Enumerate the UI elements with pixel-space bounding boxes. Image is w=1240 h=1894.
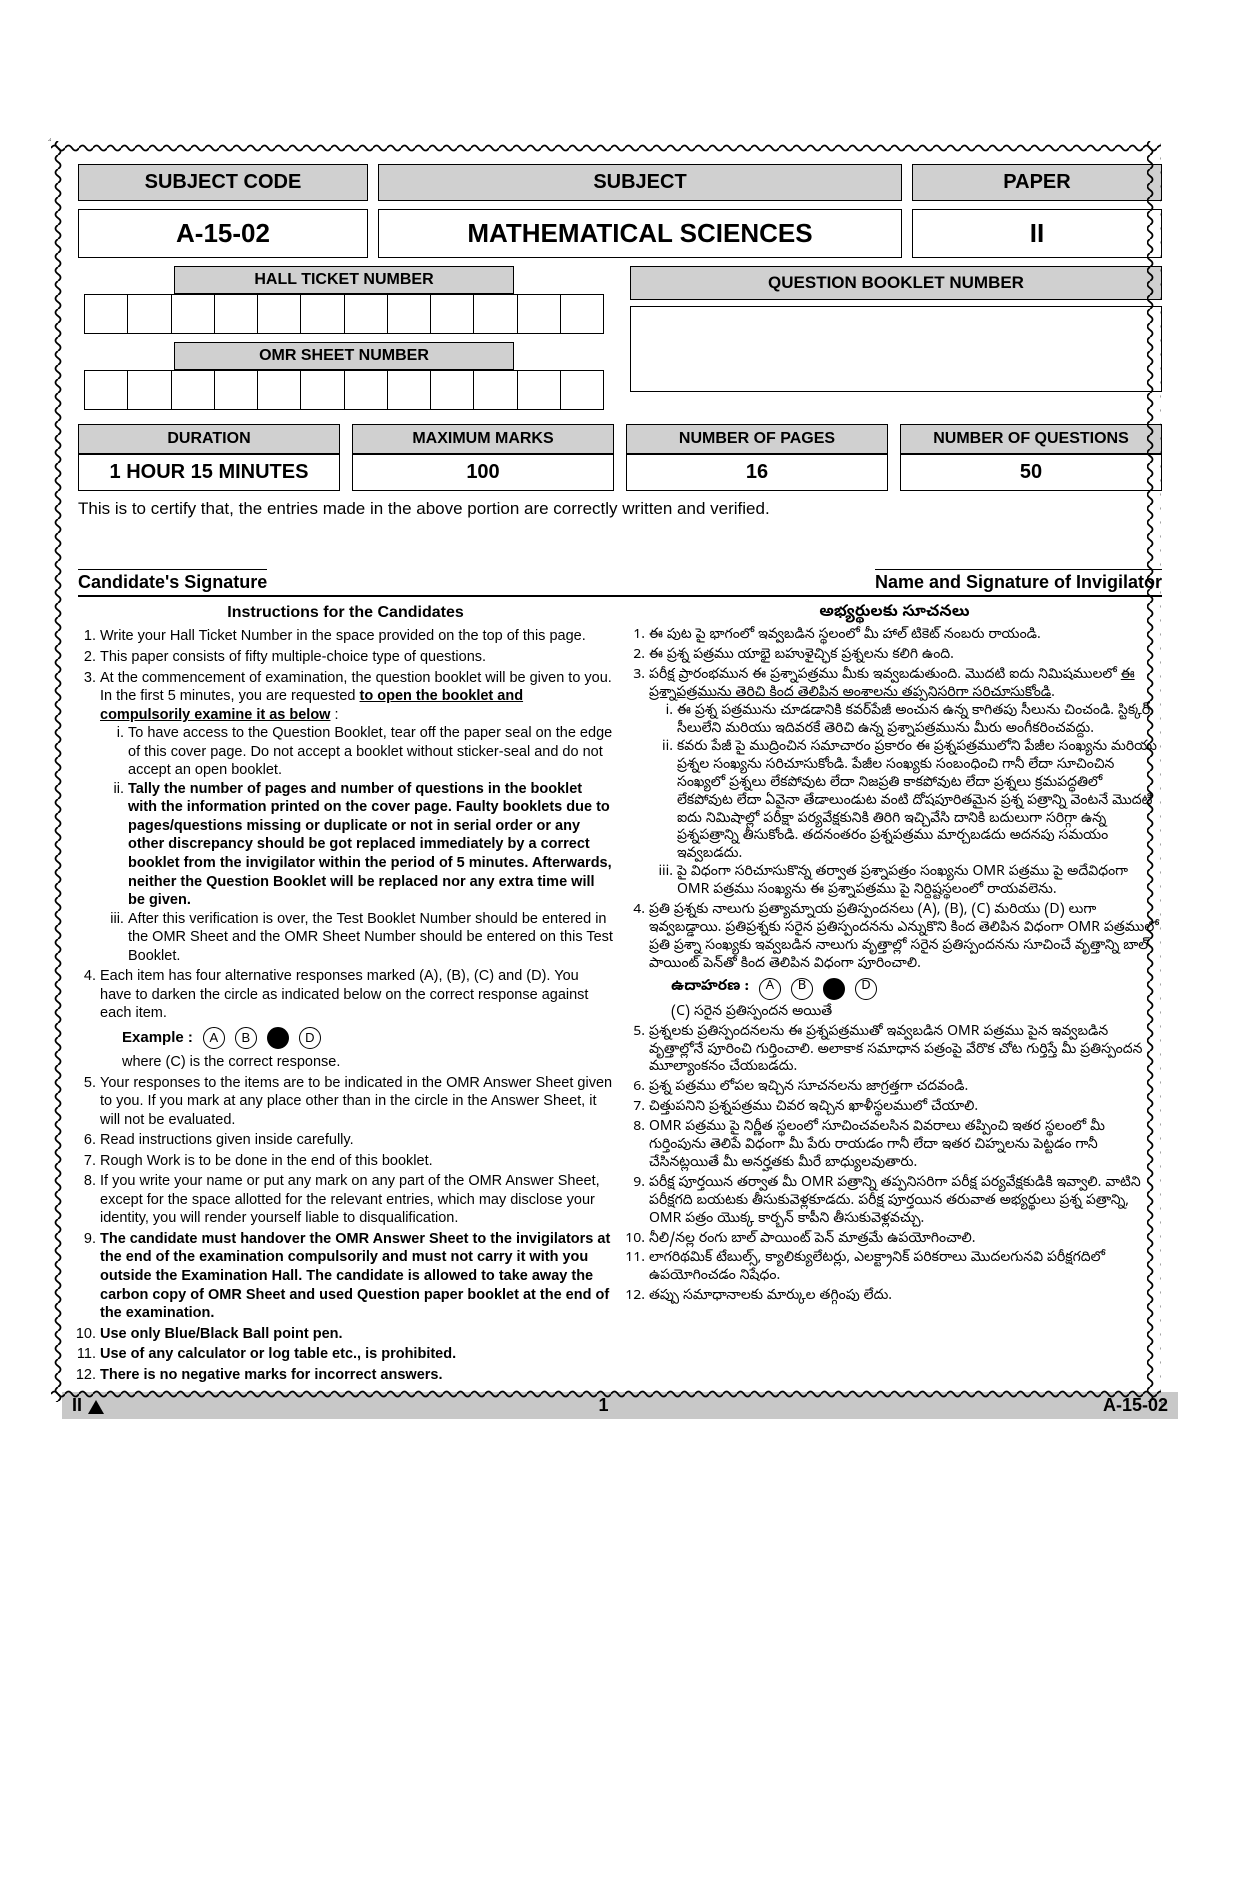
triangle-icon	[88, 1400, 104, 1414]
header-values-row: A-15-02 MATHEMATICAL SCIENCES II	[78, 209, 1162, 258]
en-item-3ii: Tally the number of pages and number of …	[128, 780, 613, 910]
signature-row: Candidate's Signature Name and Signature…	[78, 569, 1162, 597]
en-item-3iii: After this verification is over, the Tes…	[128, 910, 613, 966]
stats-row: DURATION 1 HOUR 15 MINUTES MAXIMUM MARKS…	[78, 424, 1162, 491]
en-item-4: Each item has four alternative responses…	[100, 967, 613, 1071]
en-item-1: Write your Hall Ticket Number in the spa…	[100, 627, 613, 646]
en-item-11: Use of any calculator or log table etc.,…	[100, 1345, 613, 1364]
te-item-5: ప్రశ్నలకు ప్రతిస్పందనలను ఈ ప్రశ్నపత్రముత…	[649, 1024, 1162, 1078]
te-item-1: ఈ పుట పై భాగంలో ఇవ్వబడిన స్థలంలో మీ హాల్…	[649, 627, 1162, 645]
en-item-6: Read instructions given inside carefully…	[100, 1131, 613, 1150]
exam-cover-page: SUBJECT CODE SUBJECT PAPER A-15-02 MATHE…	[50, 140, 1190, 1431]
te-item-7: చిత్తుపనిని ప్రశ్నపత్రము చివర ఇచ్చిన ఖాళ…	[649, 1099, 1162, 1117]
pages-value: 16	[626, 454, 888, 491]
en-item-10: Use only Blue/Black Ball point pen.	[100, 1325, 613, 1344]
instructions-english: Instructions for the Candidates Write yo…	[78, 603, 613, 1386]
bubble-a: A	[203, 1027, 225, 1049]
bubble-b: B	[235, 1027, 257, 1049]
en-item-2: This paper consists of fifty multiple-ch…	[100, 648, 613, 667]
footer-left: II	[72, 1395, 104, 1416]
duration-label: DURATION	[78, 424, 340, 454]
bubble-a-te: A	[759, 978, 781, 1000]
subject-value: MATHEMATICAL SCIENCES	[378, 209, 902, 258]
te-item-12: తప్పు సమాధానాలకు మార్కుల తగ్గింపు లేదు.	[649, 1288, 1162, 1306]
paper-value: II	[912, 209, 1162, 258]
en-item-12: There is no negative marks for incorrect…	[100, 1366, 613, 1385]
bubble-c-te-filled	[823, 978, 845, 1000]
omr-sheet-boxes[interactable]	[84, 370, 604, 410]
te-item-2: ఈ ప్రశ్న పత్రము యాభై బహుళైచ్ఛిక ప్రశ్నలన…	[649, 647, 1162, 665]
subject-label: SUBJECT	[378, 164, 902, 201]
bubble-b-te: B	[791, 978, 813, 1000]
instructions-telugu: అభ్యర్థులకు సూచనలు ఈ పుట పై భాగంలో ఇవ్వబ…	[627, 603, 1162, 1386]
te-item-6: ప్రశ్న పత్రము లోపల ఇచ్చిన సూచనలను జాగ్రత…	[649, 1079, 1162, 1097]
te-item-4: ప్రతి ప్రశ్నకు నాలుగు ప్రత్యామ్నాయ ప్రతి…	[649, 902, 1162, 1022]
en-item-3i: To have access to the Question Booklet, …	[128, 724, 613, 780]
question-booklet-number-label: QUESTION BOOKLET NUMBER	[630, 266, 1162, 300]
page-footer: II 1 A-15-02	[62, 1392, 1178, 1419]
marks-label: MAXIMUM MARKS	[352, 424, 614, 454]
questions-value: 50	[900, 454, 1162, 491]
marks-value: 100	[352, 454, 614, 491]
bubble-d-te: D	[855, 978, 877, 1000]
te-item-3iii: పై విధంగా సరిచూసుకొన్న తర్వాత ప్రశ్నాపత్…	[677, 864, 1162, 900]
te-item-10: నీలి/నల్ల రంగు బాల్ పాయింట్ పెన్ మాత్రమే…	[649, 1231, 1162, 1249]
example-en: Example : A B D	[122, 1027, 613, 1049]
bubble-c-filled	[267, 1027, 289, 1049]
hall-ticket-boxes[interactable]	[84, 294, 604, 334]
en-item-9: The candidate must handover the OMR Answ…	[100, 1230, 613, 1323]
paper-label: PAPER	[912, 164, 1162, 201]
instructions-block: Instructions for the Candidates Write yo…	[78, 603, 1162, 1386]
bubble-d: D	[299, 1027, 321, 1049]
hall-ticket-label: HALL TICKET NUMBER	[174, 266, 514, 294]
en-item-3: At the commencement of examination, the …	[100, 669, 613, 966]
omr-sheet-label: OMR SHEET NUMBER	[174, 342, 514, 370]
te-item-3: పరీక్ష ప్రారంభమున ఈ ప్రశ్నాపత్రము మీకు ఇ…	[649, 667, 1162, 900]
en-item-5: Your responses to the items are to be in…	[100, 1074, 613, 1130]
subject-code-value: A-15-02	[78, 209, 368, 258]
te-item-3ii: కవరు పేజీ పై ముద్రించిన సమాచారం ప్రకారం …	[677, 739, 1162, 864]
instructions-te-title: అభ్యర్థులకు సూచనలు	[627, 603, 1162, 623]
footer-center: 1	[598, 1395, 608, 1416]
te-item-3i: ఈ ప్రశ్న పత్రమును చూడడానికి కవర్‌పేజీ అం…	[677, 703, 1162, 739]
en-item-7: Rough Work is to be done in the end of t…	[100, 1152, 613, 1171]
example-te: ఉదాహరణ : A B D	[671, 978, 1162, 1000]
subject-code-label: SUBJECT CODE	[78, 164, 368, 201]
invigilator-signature-label: Name and Signature of Invigilator	[875, 569, 1162, 593]
footer-right: A-15-02	[1103, 1395, 1168, 1416]
te-item-8: OMR పత్రము పై నిర్ణీత స్థలంలో సూచించవలసి…	[649, 1119, 1162, 1173]
en-item-8: If you write your name or put any mark o…	[100, 1172, 613, 1228]
candidate-signature-label: Candidate's Signature	[78, 569, 267, 593]
question-booklet-number-box[interactable]	[630, 306, 1162, 392]
numbers-row: HALL TICKET NUMBER OMR SHEET NUMBER QUES…	[78, 266, 1162, 418]
te-item-9: పరీక్ష పూర్తయిన తర్వాత మీ OMR పత్రాన్ని …	[649, 1175, 1162, 1229]
certify-statement: This is to certify that, the entries mad…	[78, 499, 1162, 519]
instructions-en-title: Instructions for the Candidates	[78, 603, 613, 623]
te-item-11: లాగరిథమిక్ టేబుల్స్, క్యాలిక్యులేటర్లు, …	[649, 1250, 1162, 1286]
header-labels-row: SUBJECT CODE SUBJECT PAPER	[78, 164, 1162, 201]
duration-value: 1 HOUR 15 MINUTES	[78, 454, 340, 491]
questions-label: NUMBER OF QUESTIONS	[900, 424, 1162, 454]
pages-label: NUMBER OF PAGES	[626, 424, 888, 454]
